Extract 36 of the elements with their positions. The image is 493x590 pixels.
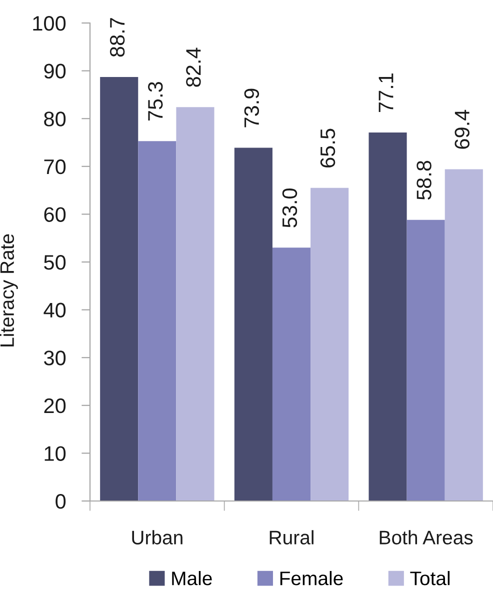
y-tick-label: 90 [44, 64, 66, 79]
y-tick-label: 100 [33, 16, 66, 31]
x-tick-label: Urban [132, 530, 182, 544]
y-tick-label: 80 [44, 112, 66, 126]
data-label: 75.3 [148, 82, 163, 121]
bar [176, 107, 214, 501]
legend-label: Female [280, 570, 343, 586]
bar [138, 141, 176, 501]
y-tick-label: 50 [44, 255, 66, 270]
data-label: 73.9 [244, 88, 260, 128]
bar [234, 148, 272, 501]
y-axis-title: Literacy Rate [0, 234, 18, 346]
x-tick-label: Both Areas [380, 530, 473, 544]
data-label: 77.1 [378, 73, 394, 112]
y-tick-label: 20 [44, 398, 66, 414]
y-tick-label: 10 [44, 446, 66, 461]
y-tick-label: 30 [44, 350, 66, 366]
bar [100, 77, 138, 501]
legend-label: Total [410, 570, 450, 586]
bar [272, 248, 311, 501]
data-label: 58.8 [416, 160, 432, 200]
bar [406, 220, 445, 501]
data-label: 65.5 [320, 128, 336, 168]
data-label: 69.4 [454, 110, 470, 149]
data-label: 82.4 [186, 48, 201, 87]
data-label: 53.0 [282, 188, 298, 228]
x-tick-label: Rural [270, 530, 314, 544]
legend-label: Male [172, 570, 212, 586]
y-tick-label: 60 [44, 207, 66, 222]
bar [310, 188, 349, 501]
y-tick-label: 0 [56, 494, 66, 509]
y-tick-label: 70 [44, 159, 66, 174]
bar [444, 169, 483, 501]
data-label: 88.7 [110, 18, 125, 57]
bar [368, 132, 407, 501]
y-tick-label: 40 [44, 302, 66, 318]
